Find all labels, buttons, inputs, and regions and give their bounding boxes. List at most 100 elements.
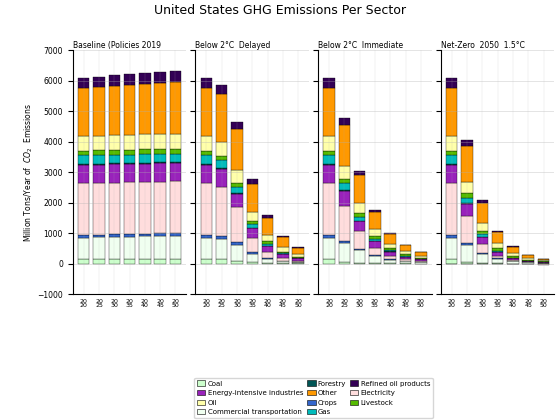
Bar — [246, 252, 258, 254]
Bar — [216, 236, 227, 239]
Bar — [522, 261, 534, 262]
Bar — [369, 212, 381, 229]
Bar — [277, 252, 288, 253]
Bar — [477, 223, 488, 231]
Bar — [170, 163, 181, 181]
Bar — [231, 183, 242, 187]
Bar — [339, 262, 350, 264]
Bar — [109, 150, 120, 155]
Bar — [492, 258, 503, 259]
Bar — [78, 164, 90, 165]
Bar — [339, 125, 350, 166]
Bar — [124, 74, 136, 85]
Bar — [385, 252, 396, 256]
Text: Below 2°C  Delayed: Below 2°C Delayed — [195, 41, 271, 50]
Bar — [124, 237, 136, 259]
Bar — [216, 94, 227, 142]
Bar — [277, 258, 288, 261]
Bar — [492, 256, 503, 258]
Bar — [461, 204, 473, 216]
Bar — [200, 155, 212, 164]
Bar — [354, 231, 365, 249]
Bar — [354, 249, 365, 250]
Bar — [246, 179, 258, 184]
Bar — [354, 216, 365, 221]
Bar — [339, 166, 350, 179]
Bar — [200, 235, 212, 238]
Bar — [231, 187, 242, 193]
Bar — [170, 149, 181, 154]
Bar — [155, 149, 166, 154]
Bar — [139, 163, 151, 164]
Bar — [78, 88, 90, 136]
Bar — [216, 169, 227, 186]
Bar — [78, 151, 90, 155]
Bar — [339, 118, 350, 125]
Bar — [78, 136, 90, 151]
Bar — [538, 259, 549, 260]
Bar — [477, 231, 488, 234]
Bar — [492, 231, 503, 232]
Bar — [124, 150, 136, 155]
Bar — [170, 259, 181, 264]
Bar — [446, 238, 458, 259]
Bar — [461, 140, 473, 146]
Bar — [231, 194, 242, 207]
Bar — [354, 171, 365, 175]
Bar — [139, 84, 151, 134]
Bar — [109, 259, 120, 264]
Bar — [323, 151, 335, 155]
Bar — [507, 261, 519, 263]
Bar — [477, 253, 488, 254]
Bar — [262, 218, 273, 235]
Bar — [94, 237, 105, 259]
Bar — [385, 260, 396, 263]
Bar — [323, 259, 335, 264]
Bar — [507, 257, 519, 258]
Bar — [323, 78, 335, 88]
Bar — [292, 258, 304, 261]
Bar — [139, 150, 151, 154]
Bar — [200, 151, 212, 155]
Bar — [323, 183, 335, 235]
Bar — [262, 215, 273, 218]
Bar — [155, 83, 166, 134]
Bar — [200, 88, 212, 136]
Bar — [292, 261, 304, 262]
Bar — [385, 256, 396, 259]
Bar — [292, 248, 304, 254]
Bar — [94, 259, 105, 264]
Bar — [492, 243, 503, 248]
Bar — [446, 155, 458, 164]
Bar — [139, 154, 151, 163]
Bar — [124, 182, 136, 234]
Bar — [262, 259, 273, 263]
Bar — [94, 150, 105, 155]
Bar — [369, 256, 381, 263]
Bar — [262, 241, 273, 244]
Bar — [385, 244, 396, 248]
Bar — [507, 253, 519, 256]
Bar — [94, 165, 105, 183]
Bar — [200, 183, 212, 235]
Bar — [262, 246, 273, 252]
Bar — [216, 259, 227, 264]
Bar — [415, 262, 427, 263]
Bar — [155, 234, 166, 236]
Legend: Coal, Energy-intensive industries, Oil, Commercial transportation, Forestry, Oth: Coal, Energy-intensive industries, Oil, … — [194, 378, 433, 418]
Bar — [400, 256, 411, 257]
Bar — [477, 244, 488, 253]
Bar — [216, 168, 227, 169]
Bar — [155, 259, 166, 264]
Bar — [78, 259, 90, 264]
Bar — [446, 88, 458, 136]
Bar — [216, 156, 227, 160]
Bar — [109, 164, 120, 183]
Bar — [538, 261, 549, 262]
Bar — [109, 135, 120, 150]
Bar — [94, 136, 105, 150]
Bar — [323, 238, 335, 259]
Bar — [139, 234, 151, 236]
Bar — [446, 136, 458, 151]
Bar — [216, 239, 227, 259]
